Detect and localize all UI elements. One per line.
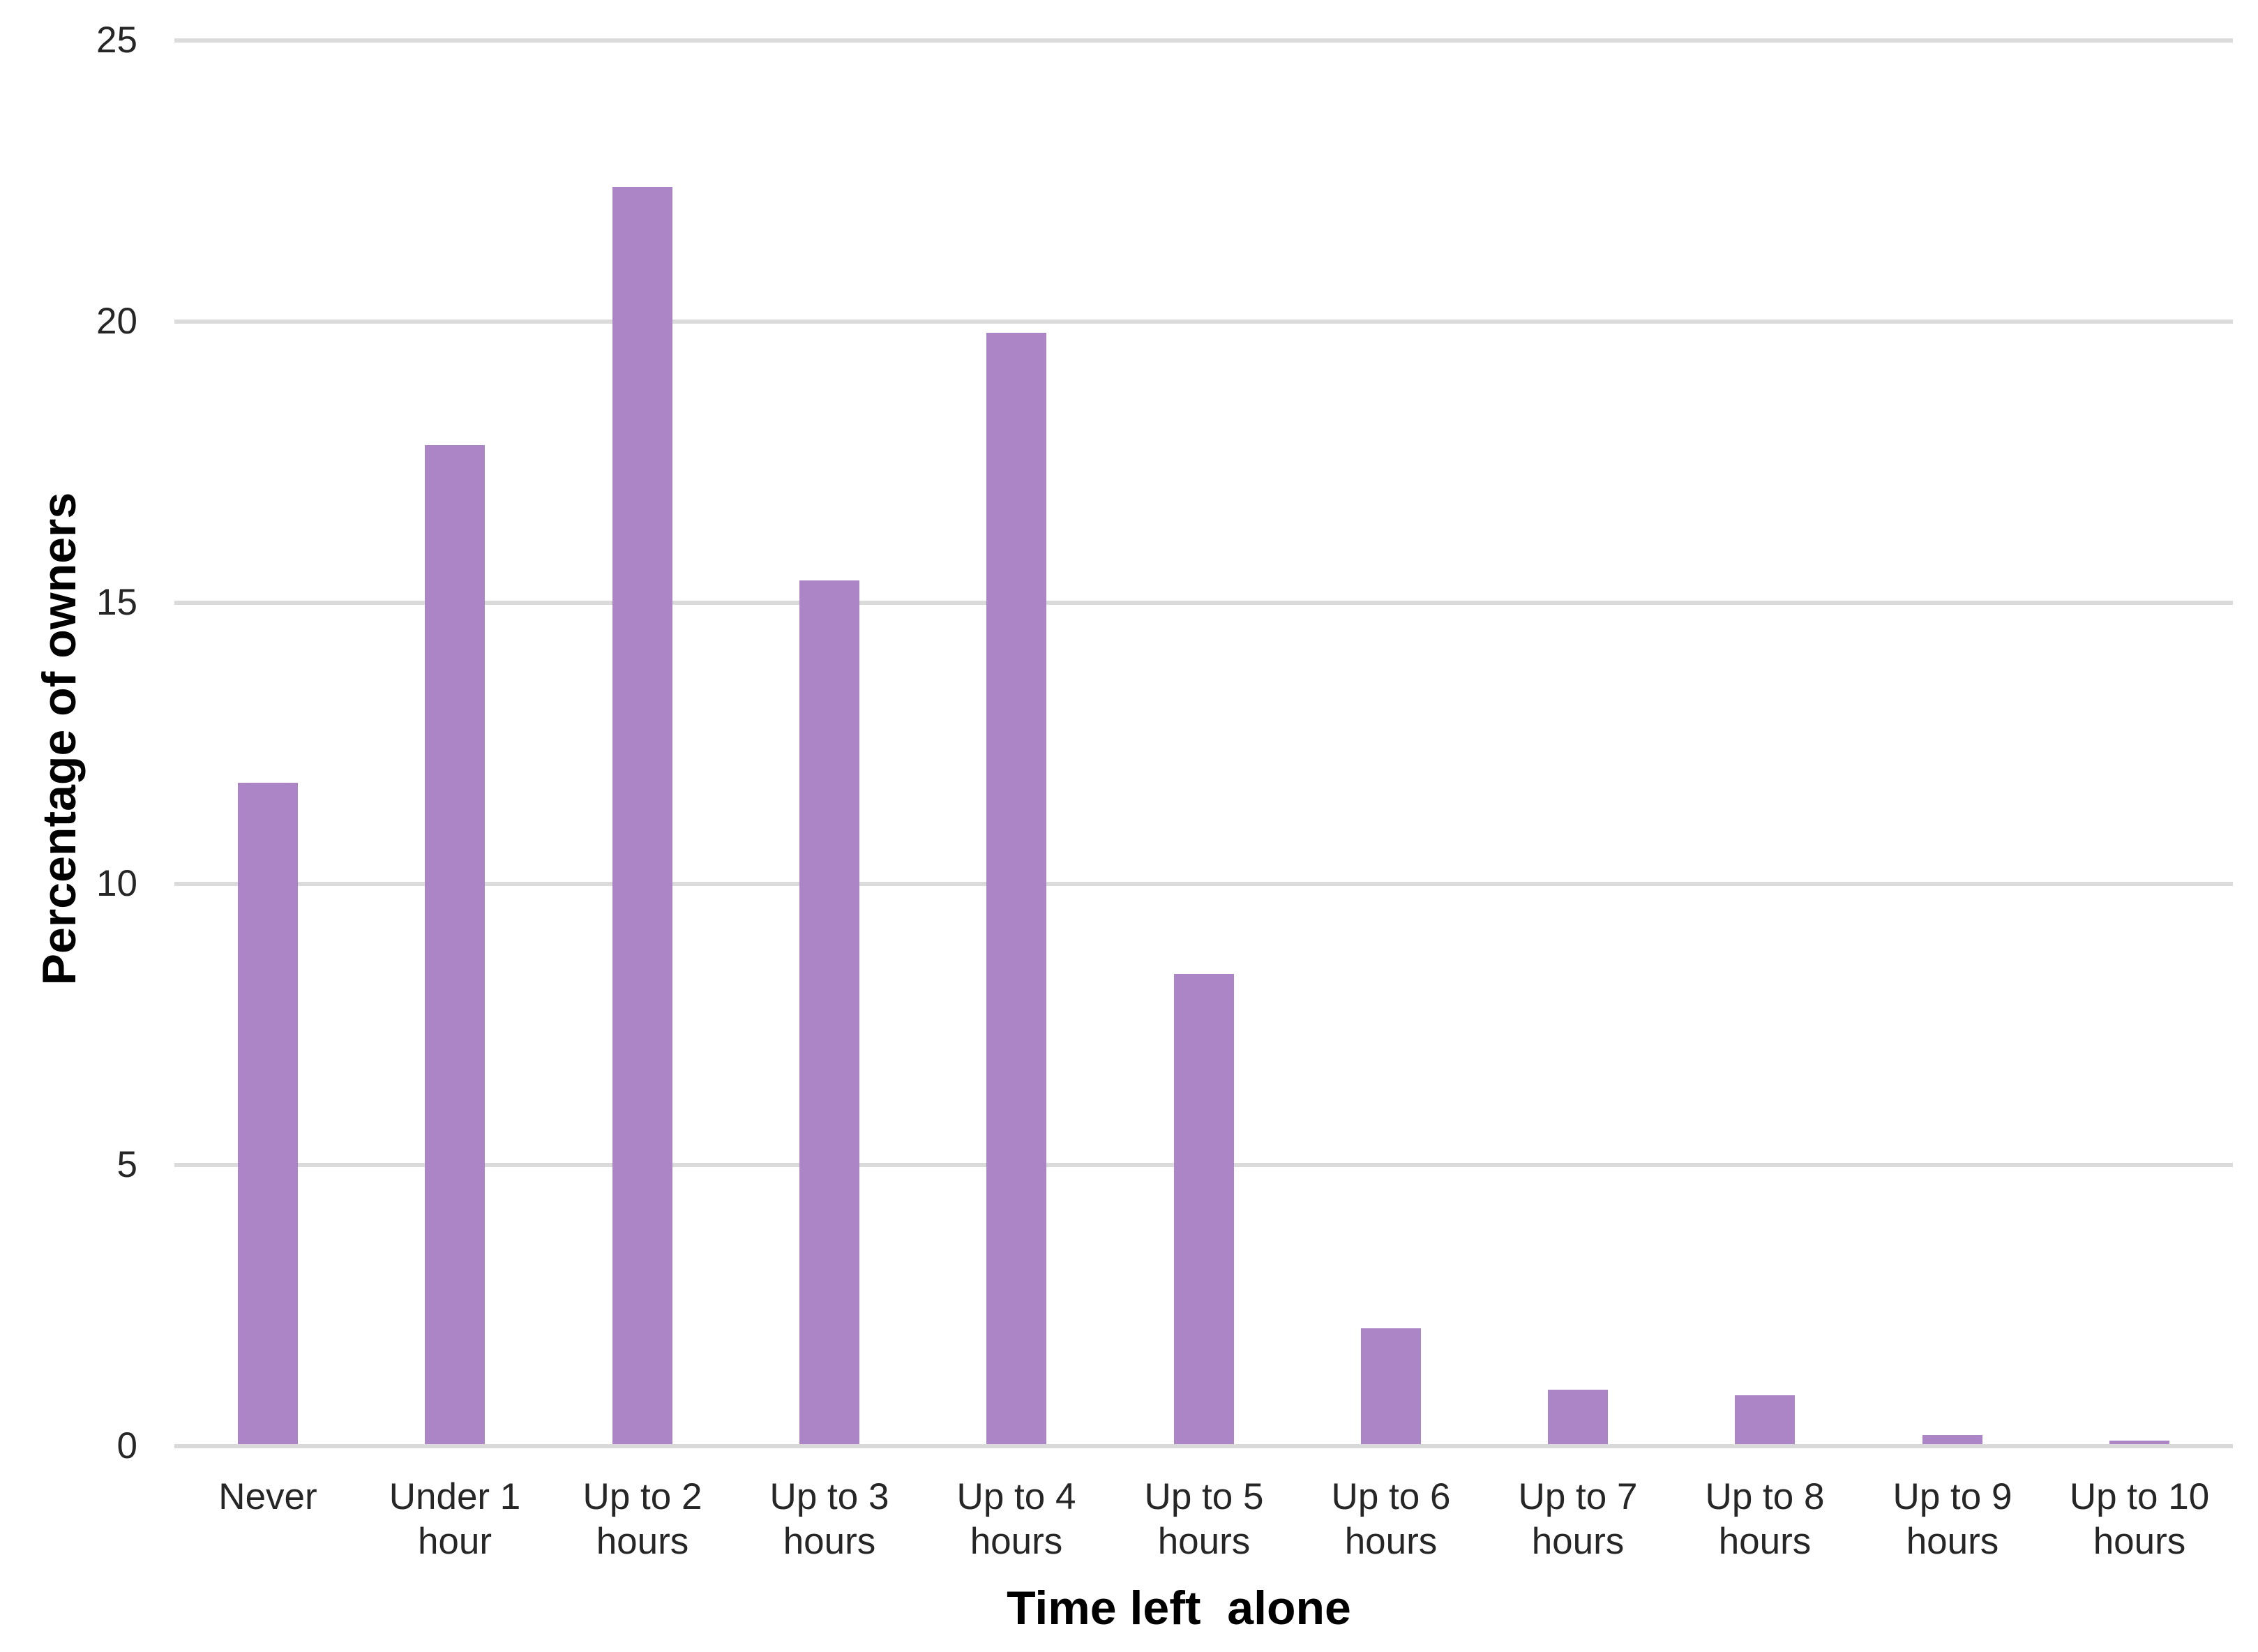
- x-category-label-up-to-2-hours: Up to 2 hours: [582, 1476, 702, 1562]
- y-tick-label-0: 0: [116, 1425, 137, 1466]
- bar-never: [238, 783, 298, 1446]
- y-tick-label-10: 10: [96, 863, 137, 904]
- y-tick-label-15: 15: [96, 582, 137, 623]
- gridline-25: [174, 38, 2233, 43]
- x-category-label-up-to-4-hours: Up to 4 hours: [956, 1476, 1076, 1562]
- y-tick-label-20: 20: [96, 301, 137, 342]
- bar-up-to-8-hours: [1735, 1395, 1795, 1446]
- gridline-10: [174, 882, 2233, 886]
- x-axis-line: [174, 1444, 2233, 1448]
- bar-up-to-5-hours: [1174, 974, 1234, 1446]
- x-category-label-never: Never: [218, 1476, 317, 1517]
- x-category-label-up-to-10-hours: Up to 10 hours: [2069, 1476, 2210, 1562]
- bar-up-to-3-hours: [799, 580, 859, 1446]
- bar-up-to-2-hours: [612, 187, 672, 1446]
- x-category-label-up-to-7-hours: Up to 7 hours: [1518, 1476, 1638, 1562]
- bar-up-to-10-hours: [2109, 1441, 2169, 1446]
- y-axis-title: Percentage of owners: [33, 492, 86, 986]
- gridline-15: [174, 601, 2233, 605]
- gridline-20: [174, 320, 2233, 324]
- bar-up-to-9-hours: [1922, 1435, 1982, 1446]
- x-category-label-up-to-8-hours: Up to 8 hours: [1705, 1476, 1825, 1562]
- bar-up-to-7-hours: [1548, 1390, 1608, 1446]
- x-category-label-up-to-9-hours: Up to 9 hours: [1892, 1476, 2012, 1562]
- bar-up-to-4-hours: [986, 333, 1046, 1446]
- y-tick-label-5: 5: [116, 1144, 137, 1185]
- x-category-label-up-to-3-hours: Up to 3 hours: [769, 1476, 889, 1562]
- bar-under-1-hour: [425, 445, 485, 1446]
- x-category-label-up-to-6-hours: Up to 6 hours: [1331, 1476, 1451, 1562]
- x-axis-title: Time left alone: [1007, 1582, 1351, 1635]
- bar-up-to-6-hours: [1361, 1328, 1421, 1446]
- y-tick-label-25: 25: [96, 20, 137, 61]
- x-category-label-under-1-hour: Under 1 hour: [389, 1476, 521, 1562]
- x-category-label-up-to-5-hours: Up to 5 hours: [1144, 1476, 1264, 1562]
